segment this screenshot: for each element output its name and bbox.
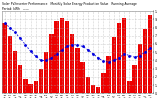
Bar — [8, 36, 12, 93]
Bar — [75, 48, 80, 93]
Bar — [13, 51, 17, 93]
Bar — [117, 23, 121, 93]
Bar — [49, 34, 54, 93]
Bar — [148, 15, 152, 93]
Bar — [132, 65, 137, 93]
Bar — [127, 81, 132, 93]
Bar — [18, 65, 23, 93]
Bar — [39, 69, 43, 93]
Bar — [28, 84, 33, 93]
Bar — [70, 34, 74, 93]
Bar — [96, 87, 100, 93]
Bar — [101, 73, 106, 93]
Bar — [143, 29, 147, 93]
Bar — [65, 21, 69, 93]
Bar — [44, 52, 48, 93]
Bar — [91, 85, 95, 93]
Bar — [112, 37, 116, 93]
Bar — [86, 77, 90, 93]
Text: Solar PV/Inverter Performance   Monthly Solar Energy Production Value   Running : Solar PV/Inverter Performance Monthly So… — [2, 2, 137, 11]
Bar — [138, 44, 142, 93]
Bar — [23, 79, 28, 93]
Bar — [2, 23, 7, 93]
Bar — [106, 56, 111, 93]
Bar — [122, 18, 126, 93]
Bar — [54, 21, 59, 93]
Bar — [34, 81, 38, 93]
Bar — [60, 18, 64, 93]
Bar — [80, 62, 85, 93]
